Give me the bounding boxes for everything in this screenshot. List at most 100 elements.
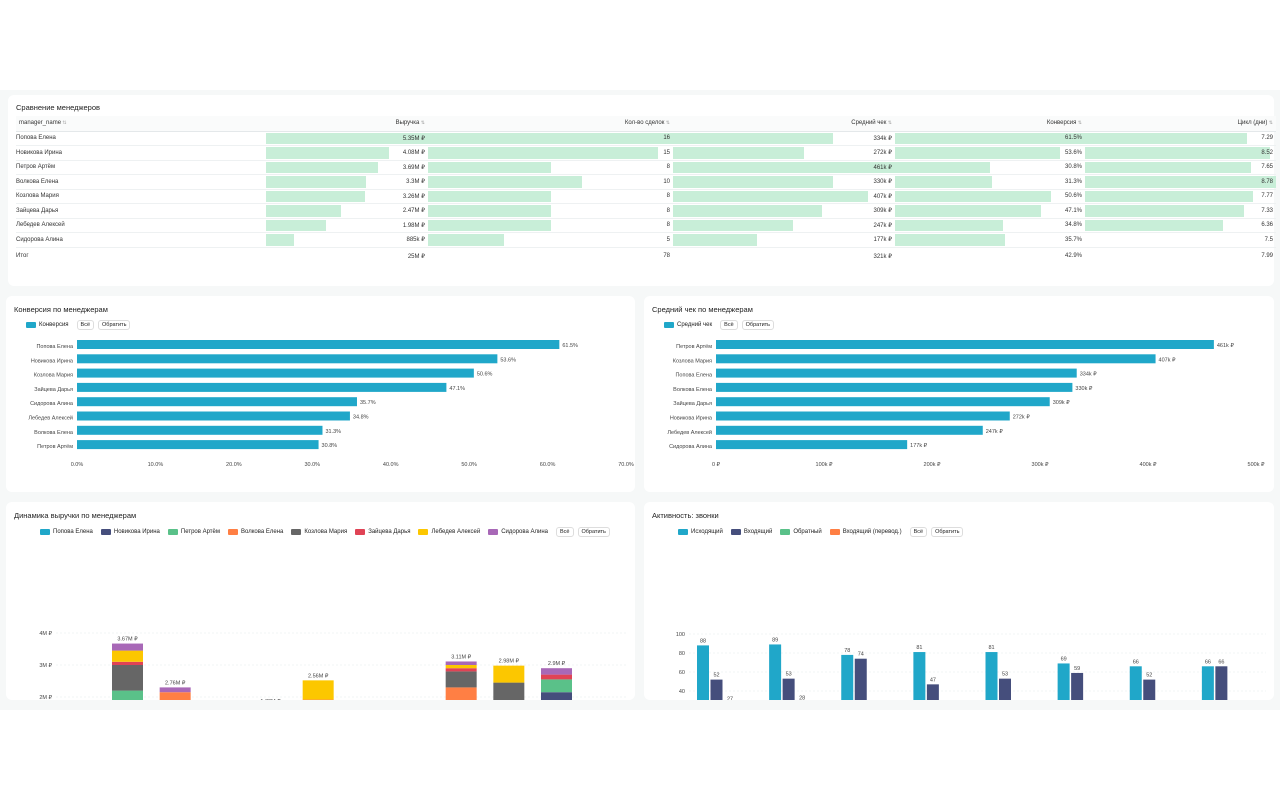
legend-invert-button[interactable]: Обратить <box>98 320 131 330</box>
bar[interactable] <box>716 440 908 450</box>
column-header[interactable]: manager_name ⇅ <box>16 116 266 132</box>
stack-segment[interactable] <box>302 680 334 700</box>
legend-all-button[interactable]: Всё <box>720 320 738 330</box>
column-header[interactable]: Кол-во сделок ⇅ <box>428 116 673 132</box>
bar[interactable] <box>716 368 1077 378</box>
cell-value: 31.3% <box>1064 178 1082 185</box>
legend-item[interactable]: Новикова Ирина <box>100 529 160 535</box>
table-cell: 53.6% <box>895 145 1085 161</box>
table-row[interactable]: Лебедев Алексей 1.98M ₽ 8 247k ₽ 34.8% 6.36 <box>16 218 1276 233</box>
legend-item[interactable]: Волкова Елена <box>228 529 283 535</box>
bar[interactable] <box>913 652 926 700</box>
data-label: 272k ₽ <box>1013 414 1030 421</box>
sort-icon[interactable]: ⇅ <box>886 120 892 127</box>
legend-item[interactable]: Сидорова Алина <box>488 529 548 535</box>
legend-swatch <box>26 322 36 328</box>
legend-item[interactable]: Входящий <box>730 529 772 535</box>
legend-all-button[interactable]: Всё <box>76 320 95 330</box>
stack-segment[interactable] <box>159 687 191 693</box>
bar[interactable] <box>716 411 1010 421</box>
table-row[interactable]: Новикова Ирина 4.08M ₽ 15 272k ₽ 53.6% 8.52 <box>16 145 1276 161</box>
bar[interactable] <box>77 397 357 407</box>
bar[interactable] <box>854 658 867 700</box>
sort-icon[interactable]: ⇅ <box>1267 120 1273 127</box>
bar[interactable] <box>999 678 1011 700</box>
table-row[interactable]: Волкова Елена 3.3M ₽ 10 330k ₽ 31.3% 8.78 <box>16 174 1276 190</box>
legend-invert-button[interactable]: Обратить <box>577 527 610 537</box>
stack-segment[interactable] <box>159 692 191 700</box>
bar[interactable] <box>1215 666 1228 700</box>
stack-segment[interactable] <box>541 692 572 700</box>
category-label: Попова Елена <box>675 373 712 379</box>
stack-segment[interactable] <box>112 665 143 691</box>
data-label: 330k ₽ <box>1075 385 1092 392</box>
stack-segment[interactable] <box>541 668 572 675</box>
table-row[interactable]: Сидорова Алина 885k ₽ 5 177k ₽ 35.7% 7.5 <box>16 232 1276 248</box>
column-header[interactable]: Выручка ⇅ <box>266 116 428 132</box>
legend-item[interactable]: Лебедев Алексей <box>418 529 480 535</box>
stack-segment[interactable] <box>541 674 572 680</box>
bar[interactable] <box>985 652 998 700</box>
bar[interactable] <box>77 340 560 349</box>
bar[interactable] <box>716 425 983 435</box>
legend-invert-button[interactable]: Обратить <box>741 320 775 330</box>
stack-segment[interactable] <box>493 682 525 700</box>
bar[interactable] <box>77 382 447 392</box>
legend-item-conversion[interactable]: Конверсия <box>26 322 69 328</box>
table-row[interactable]: Зайцева Дарья 2.47M ₽ 8 309k ₽ 47.1% 7.33 <box>16 203 1276 219</box>
legend-item[interactable]: Козлова Мария <box>291 529 347 535</box>
table-row[interactable]: Попова Елена 5.35M ₽ 16 334k ₽ 61.5% 7.29 <box>16 131 1276 146</box>
stack-segment[interactable] <box>445 661 477 665</box>
legend-item-avg-check[interactable]: Средний чек <box>664 322 712 328</box>
bar[interactable] <box>1057 663 1070 700</box>
column-header[interactable]: Конверсия ⇅ <box>895 116 1085 132</box>
bar[interactable] <box>710 679 723 700</box>
table-row[interactable]: Козлова Мария 3.26M ₽ 8 407k ₽ 50.6% 7.77 <box>16 189 1276 204</box>
stack-segment[interactable] <box>445 665 477 669</box>
stack-segment[interactable] <box>541 679 572 693</box>
bar[interactable] <box>77 368 474 378</box>
table-row[interactable]: Петров Артём 3.69M ₽ 8 461k ₽ 30.8% 7.65 <box>16 160 1276 175</box>
bar[interactable] <box>77 440 319 450</box>
bar[interactable] <box>716 382 1073 392</box>
bar[interactable] <box>1071 672 1084 700</box>
bar[interactable] <box>1201 666 1214 700</box>
stack-segment[interactable] <box>112 650 143 662</box>
bar[interactable] <box>716 354 1156 364</box>
bar[interactable] <box>77 354 498 364</box>
stack-segment[interactable] <box>112 690 143 700</box>
bar[interactable] <box>716 397 1050 407</box>
legend-invert-button[interactable]: Обратить <box>931 527 964 537</box>
bar[interactable] <box>77 411 350 421</box>
stack-segment[interactable] <box>445 687 477 700</box>
legend-item[interactable]: Обратный <box>780 529 822 535</box>
bar[interactable] <box>1143 679 1156 700</box>
stack-segment[interactable] <box>112 643 143 651</box>
bar[interactable] <box>716 340 1214 349</box>
stack-segment[interactable] <box>445 668 477 672</box>
stack-segment[interactable] <box>112 661 143 665</box>
bar[interactable] <box>1129 666 1142 700</box>
cell-bar <box>1085 190 1254 202</box>
bar[interactable] <box>769 644 782 700</box>
sort-icon[interactable]: ⇅ <box>419 120 425 127</box>
sort-icon[interactable]: ⇅ <box>61 120 67 127</box>
legend-item[interactable]: Зайцева Дарья <box>355 529 410 535</box>
legend-item[interactable]: Входящий (перевод.) <box>829 529 902 535</box>
bar[interactable] <box>697 645 709 700</box>
sort-icon[interactable]: ⇅ <box>1076 120 1082 127</box>
stack-segment[interactable] <box>445 671 477 688</box>
legend-item[interactable]: Исходящий <box>678 529 723 535</box>
legend-item[interactable]: Попова Елена <box>40 529 93 535</box>
legend-item[interactable]: Петров Артём <box>167 529 220 535</box>
column-header[interactable]: Цикл (дни) ⇅ <box>1085 116 1276 132</box>
bar[interactable] <box>782 678 795 700</box>
legend-all-button[interactable]: Всё <box>909 527 928 537</box>
legend-all-button[interactable]: Всё <box>556 527 574 537</box>
sort-icon[interactable]: ⇅ <box>664 120 670 127</box>
bar[interactable] <box>77 425 323 435</box>
column-header[interactable]: Средний чек ⇅ <box>673 116 895 132</box>
bar[interactable] <box>926 684 939 700</box>
bar[interactable] <box>841 654 854 700</box>
stack-segment[interactable] <box>493 665 525 683</box>
